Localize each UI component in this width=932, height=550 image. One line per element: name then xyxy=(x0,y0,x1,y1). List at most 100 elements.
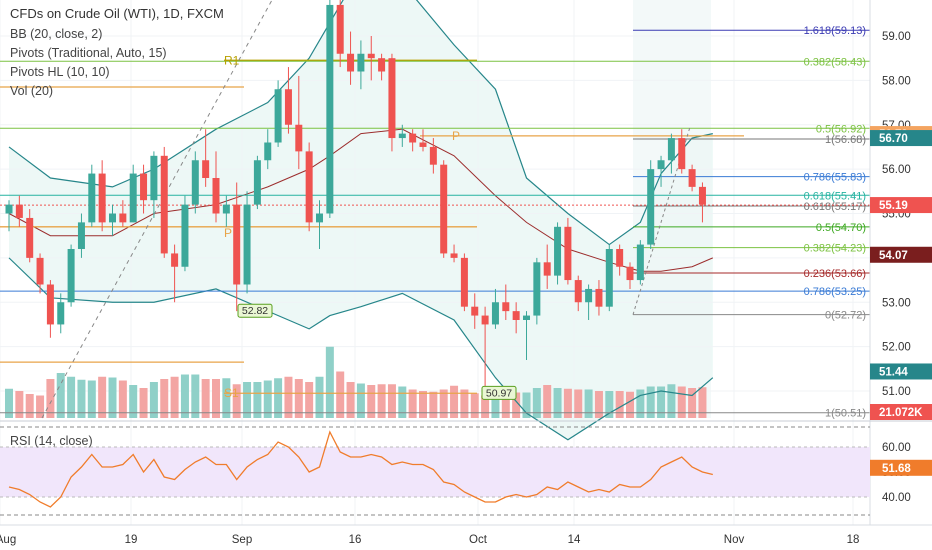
volume-bar xyxy=(594,391,603,418)
candle-body xyxy=(336,4,344,54)
candle-body xyxy=(181,204,189,267)
volume-bar xyxy=(460,389,469,418)
fib-level-label: 1(56.68) xyxy=(825,134,866,146)
volume-bar xyxy=(646,386,655,418)
indicator-legend-volume[interactable]: Vol (20) xyxy=(10,84,54,98)
fib-level-label: 0.5(54.70) xyxy=(816,222,866,234)
candle-body xyxy=(316,213,323,223)
fib-level-label: 0(52.72) xyxy=(825,310,866,322)
price-tick-label: 52.00 xyxy=(882,342,911,354)
time-tick-label: 18 xyxy=(847,534,860,546)
volume-bar xyxy=(201,379,210,418)
price-tag-label: 56.70 xyxy=(879,133,908,145)
volume-bar xyxy=(232,384,241,418)
volume-bar xyxy=(470,393,479,418)
candle-body xyxy=(523,315,530,320)
candle-body xyxy=(109,213,116,223)
price-tick-label: 51.00 xyxy=(882,386,911,398)
candle-body xyxy=(491,302,499,325)
candle-body xyxy=(222,204,230,214)
candle-body xyxy=(409,133,417,143)
candle-body xyxy=(367,53,375,59)
volume-bar xyxy=(688,388,697,418)
volume-bar xyxy=(180,374,189,418)
rsi-tick-label: 40.00 xyxy=(882,492,911,504)
rsi-value-label: 51.68 xyxy=(882,463,911,475)
fib-level-label: 0.382(54.23) xyxy=(804,243,866,255)
candle-body xyxy=(119,213,127,223)
volume-bar xyxy=(667,384,676,418)
indicator-legend-pivots[interactable]: Pivots (Traditional, Auto, 15) xyxy=(10,46,167,60)
fib-level-label: 0.618(55.17) xyxy=(804,201,866,213)
candle-body xyxy=(678,138,686,170)
candle-body xyxy=(481,315,489,325)
pivot-hl-tag-label: 52.82 xyxy=(242,305,268,317)
volume-bar xyxy=(77,379,86,418)
volume-bar xyxy=(336,371,345,418)
volume-bar xyxy=(25,394,34,418)
candle-body xyxy=(616,249,624,267)
pivot-label: S1 xyxy=(224,386,239,400)
price-tick-label: 59.00 xyxy=(882,31,911,43)
volume-bar xyxy=(481,395,490,418)
fib-level-label: 0.786(53.25) xyxy=(804,286,866,298)
price-tag-box xyxy=(870,197,932,214)
candle-body xyxy=(543,262,551,276)
candle-body xyxy=(626,266,634,281)
rsi-value-tag xyxy=(870,459,932,476)
volume-bar xyxy=(636,389,645,418)
volume-bar xyxy=(294,379,303,418)
rsi-legend[interactable]: RSI (14, close) xyxy=(10,434,93,448)
volume-bar xyxy=(408,389,417,418)
volume-bar xyxy=(543,385,552,418)
candle-body xyxy=(419,142,427,147)
price-tag-label: 54.07 xyxy=(879,250,908,262)
candle-body xyxy=(274,89,282,143)
volume-bar xyxy=(212,379,220,418)
indicator-legend-pivots-hl[interactable]: Pivots HL (10, 10) xyxy=(10,65,110,79)
pivot-hl-tag-label: 50.97 xyxy=(486,387,512,399)
candle-body xyxy=(512,311,520,320)
volume-bar xyxy=(274,378,283,418)
volume-bar xyxy=(605,391,614,418)
volume-bar xyxy=(98,376,107,418)
fib-level-label: 1.618(59.13) xyxy=(804,25,866,37)
volume-bar xyxy=(532,388,541,418)
candle-body xyxy=(585,288,593,303)
volume-bar xyxy=(512,392,521,418)
candle-body xyxy=(378,58,386,72)
candle-body xyxy=(67,249,75,303)
fib-level-label: 0.618(55.41) xyxy=(804,190,866,202)
candle-body xyxy=(98,173,106,223)
volume-bar xyxy=(170,376,179,418)
time-tick-label: 19 xyxy=(125,534,138,546)
candle-body xyxy=(305,151,313,223)
time-tick-label: 14 xyxy=(568,534,581,546)
volume-bar xyxy=(36,395,45,418)
price-tag-label: 21.072K xyxy=(879,407,923,419)
candle-body xyxy=(202,160,210,178)
candle-body xyxy=(295,124,303,152)
price-tag-box xyxy=(870,130,932,147)
fib-level-label: 1(50.51) xyxy=(825,408,866,420)
volume-bar xyxy=(677,386,686,418)
candle-body xyxy=(657,160,665,170)
candle-body xyxy=(243,204,251,285)
candle-body xyxy=(26,217,34,258)
candle-body xyxy=(150,155,158,201)
volume-bar xyxy=(325,346,334,418)
rsi-tick-label: 60.00 xyxy=(882,442,911,454)
volume-bar xyxy=(501,394,510,418)
candle-body xyxy=(160,155,168,254)
volume-bar xyxy=(377,384,386,418)
candle-body xyxy=(450,253,458,258)
volume-bar xyxy=(356,383,365,418)
candle-body xyxy=(36,257,44,285)
price-tag-label: 51.44 xyxy=(879,366,908,378)
indicator-legend-bb[interactable]: BB (20, close, 2) xyxy=(10,27,103,41)
candle-body xyxy=(698,186,706,205)
pivot-label: P xyxy=(224,226,232,240)
candle-body xyxy=(564,226,572,281)
volume-bar xyxy=(284,376,293,418)
